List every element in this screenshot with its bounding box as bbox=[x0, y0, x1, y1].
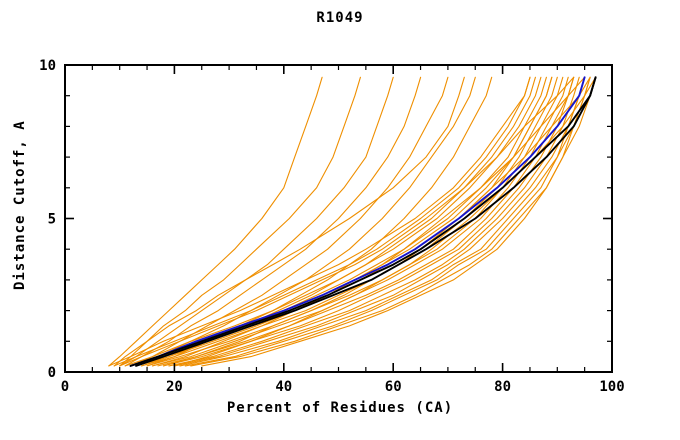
x-axis-label: Percent of Residues (CA) bbox=[226, 400, 454, 416]
curve-model-black-2 bbox=[135, 76, 597, 367]
y-axis-label: Distance Cutoff, A bbox=[12, 120, 28, 290]
curve-model-14 bbox=[184, 76, 591, 367]
tick-label: 60 bbox=[385, 379, 402, 395]
tick-label: 0 bbox=[61, 379, 69, 395]
curve-model-13 bbox=[179, 76, 586, 367]
tick-label: 40 bbox=[275, 379, 292, 395]
curve-model-20 bbox=[151, 76, 586, 367]
curve-model-02 bbox=[119, 76, 536, 367]
curve-model-blue bbox=[129, 76, 586, 367]
curve-model-16 bbox=[201, 76, 597, 367]
curve-model-24 bbox=[113, 76, 361, 367]
curve-model-black-1 bbox=[129, 76, 597, 367]
tick-label: 80 bbox=[494, 379, 511, 395]
curve-model-08 bbox=[151, 76, 569, 367]
curve-model-18 bbox=[113, 76, 531, 367]
curve-model-30 bbox=[119, 76, 465, 367]
curve-model-29 bbox=[146, 76, 493, 367]
curve-model-01 bbox=[108, 76, 531, 367]
tick-label: 0 bbox=[48, 365, 56, 381]
chart-title: R1049 bbox=[316, 10, 364, 26]
curve-model-10 bbox=[162, 76, 575, 367]
curve-model-22 bbox=[173, 76, 597, 367]
curve-model-12 bbox=[173, 76, 586, 367]
tick-label: 20 bbox=[166, 379, 183, 395]
curve-model-04 bbox=[130, 76, 547, 367]
curve-model-25 bbox=[119, 76, 394, 367]
curve-model-27 bbox=[130, 76, 449, 367]
curve-model-09 bbox=[157, 76, 575, 367]
tick-label: 5 bbox=[48, 212, 56, 228]
curve-model-15 bbox=[190, 76, 591, 367]
tick-label: 100 bbox=[599, 379, 624, 395]
tick-label: 10 bbox=[39, 58, 56, 74]
curve-model-28 bbox=[135, 76, 476, 367]
curve-model-23 bbox=[108, 76, 323, 367]
curve-model-26 bbox=[124, 76, 422, 367]
